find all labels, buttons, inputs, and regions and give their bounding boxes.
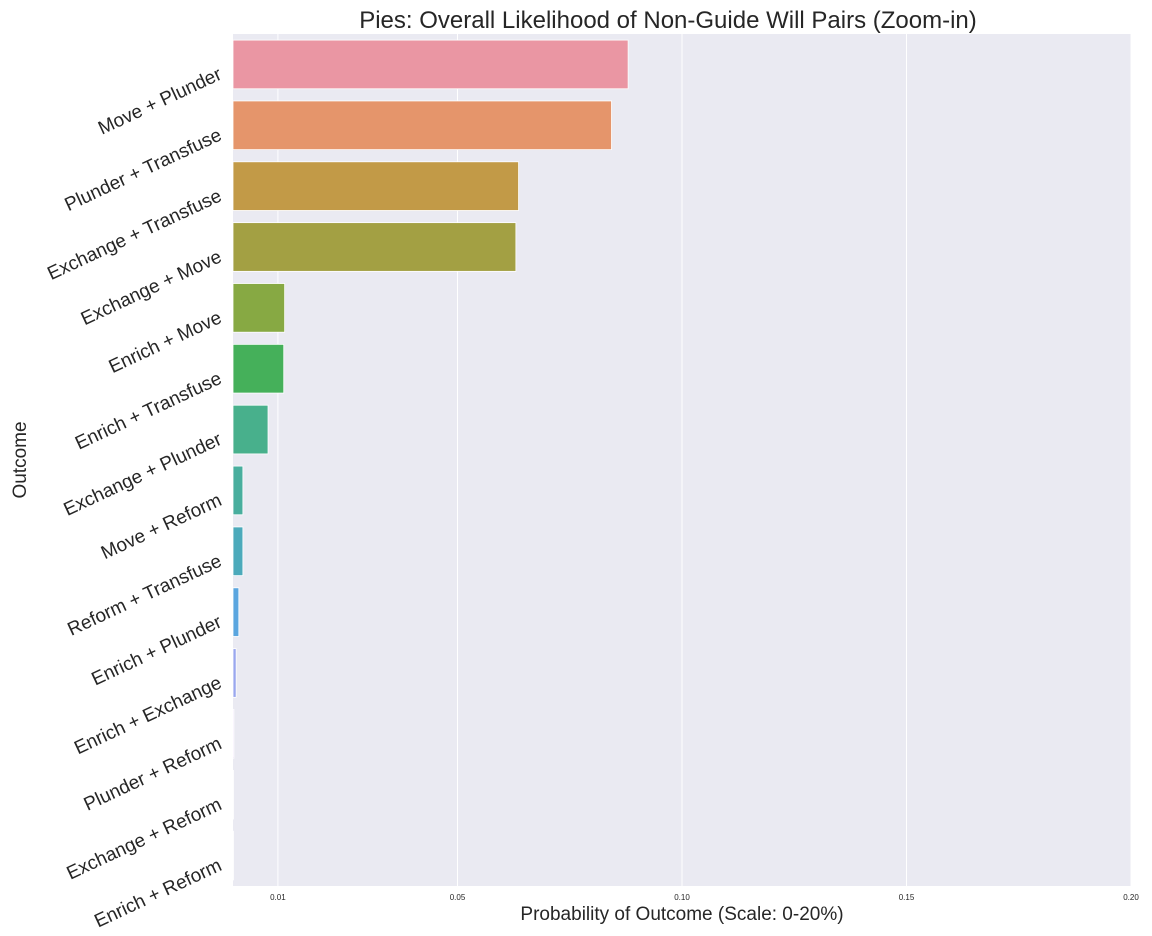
bar [232,587,240,637]
category-label: Enrich + Move [106,307,225,378]
category-label: Move + Plunder [95,64,226,140]
y-axis-label: Outcome [10,421,31,498]
bar [232,222,517,272]
x-tick-label: 0.20 [1123,893,1139,902]
bar [232,161,519,211]
bar [232,465,244,516]
chart-title: Pies: Overall Likelihood of Non-Guide Wi… [359,7,977,34]
bars [232,39,629,881]
x-tick-labels: 0.01 0.05 0.10 0.15 0.20 [270,893,1139,902]
bar [232,100,612,151]
category-label: Enrich + Reform [91,855,225,932]
bar [232,709,235,759]
bar [232,526,244,577]
x-tick-label: 0.10 [674,893,690,902]
x-tick-label: 0.01 [270,893,286,902]
bar [232,648,237,698]
x-axis-label: Probability of Outcome (Scale: 0-20%) [520,904,843,925]
bar [232,39,629,90]
bar [232,343,285,394]
x-tick-label: 0.05 [450,893,466,902]
bar [232,404,269,455]
bar [232,283,286,333]
category-label: Move + Reform [98,490,225,564]
x-tick-label: 0.15 [899,893,915,902]
